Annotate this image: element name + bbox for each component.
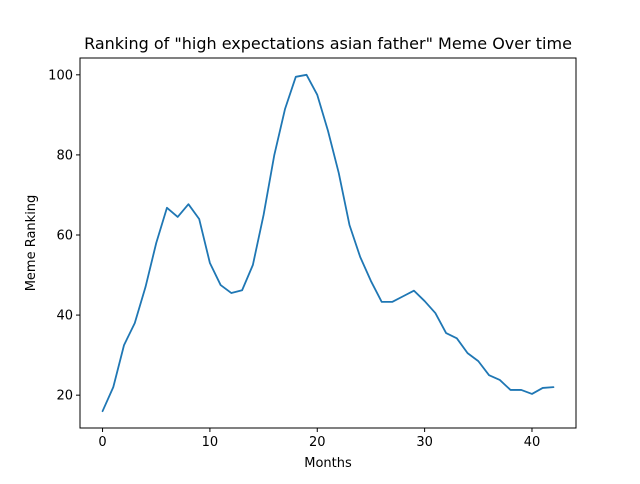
y-axis-ticks: 20 40 60 80 100 (48, 68, 80, 404)
y-tick-label: 100 (48, 68, 73, 83)
x-tick-label: 20 (309, 435, 326, 450)
y-tick-label: 20 (56, 389, 73, 404)
y-tick-label: 60 (56, 228, 73, 243)
x-axis-ticks: 0 10 20 30 40 (98, 428, 540, 450)
series-layer (101, 73, 555, 413)
x-tick-label: 0 (98, 435, 106, 450)
x-tick-label: 40 (524, 435, 541, 450)
y-axis-label: Meme Ranking (24, 195, 39, 292)
x-axis-label: Months (304, 456, 352, 471)
x-tick-label: 10 (202, 435, 219, 450)
chart-title: Ranking of "high expectations asian fath… (84, 34, 572, 53)
x-tick-label: 30 (416, 435, 433, 450)
plot-area-frame (79, 57, 577, 429)
y-tick-label: 80 (56, 148, 73, 163)
series-line (101, 73, 555, 413)
y-tick-label: 40 (56, 309, 73, 324)
